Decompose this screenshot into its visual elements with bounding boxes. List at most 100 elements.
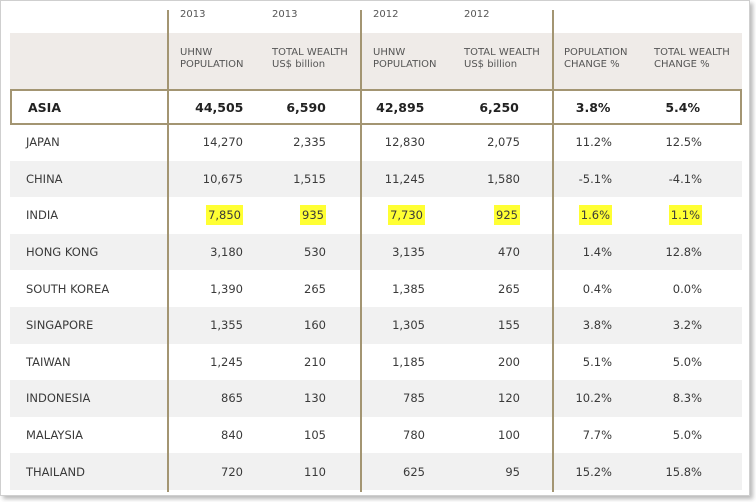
cell: 1,185: [392, 354, 425, 369]
cell: 1,355: [210, 318, 243, 333]
cell: 15.2%: [575, 464, 612, 479]
cell: 12,830: [384, 135, 425, 150]
table-row: HONG KONG 3,180 530 3,135 470 1.4% 12.8%: [10, 233, 742, 271]
country-label: TAIWAN: [26, 354, 71, 369]
cell: -5.1%: [578, 171, 612, 186]
cell: 11,245: [384, 171, 425, 186]
cell: 865: [221, 391, 243, 406]
table-row: INDIA 7,850 935 7,730 925 1.6% 1.1%: [10, 197, 742, 234]
cell: 5.1%: [582, 354, 612, 369]
header-band: [10, 33, 742, 89]
cell: 2,335: [293, 135, 326, 150]
cell: 0.0%: [672, 281, 702, 296]
total-row-asia: ASIA 44,505 6,590 42,895 6,250 3.8% 5.4%: [10, 89, 742, 125]
column-divider: [552, 10, 554, 492]
table-row: SINGAPORE 1,355 160 1,305 155 3.8% 3.2%: [10, 307, 742, 344]
cell: 8.3%: [672, 391, 702, 406]
table-row: SOUTH KOREA 1,390 265 1,385 265 0.4% 0.0%: [10, 270, 742, 307]
cell: 530: [304, 245, 326, 260]
highlighted-cell: 935: [260, 205, 361, 226]
column-divider: [360, 10, 362, 492]
highlight-mark: 7,730: [388, 205, 425, 226]
cell: 1.4%: [582, 245, 612, 260]
table-row: INDONESIA 865 130 785 120 10.2% 8.3%: [10, 380, 742, 417]
highlight-mark: 925: [494, 205, 520, 226]
cell: 44,505: [195, 99, 244, 115]
cell: 155: [498, 318, 520, 333]
cell: 15.8%: [665, 464, 702, 479]
cell: 1,245: [210, 354, 243, 369]
highlighted-cell: 925: [453, 205, 553, 226]
highlight-mark: 935: [300, 205, 326, 226]
table-row: THAILAND 720 110 625 95 15.2% 15.8%: [10, 453, 742, 490]
cell: 100: [498, 428, 520, 443]
highlighted-cell: 1.6%: [553, 205, 643, 226]
table-row: JAPAN 14,270 2,335 12,830 2,075 11.2% 12.5%: [10, 124, 742, 161]
cell: 625: [403, 464, 425, 479]
cell: 0.4%: [582, 281, 612, 296]
highlight-mark: 1.6%: [578, 205, 612, 226]
column-divider: [167, 10, 169, 492]
highlight-mark: 1.1%: [668, 205, 702, 226]
year-label: 2013: [180, 9, 206, 20]
cell: 3,135: [392, 245, 425, 260]
cell: 3.2%: [672, 318, 702, 333]
country-label: JAPAN: [26, 135, 60, 150]
cell: 3.8%: [575, 99, 611, 115]
cell: 3.8%: [582, 318, 612, 333]
highlighted-cell: 1.1%: [643, 205, 742, 226]
cell: 840: [221, 428, 243, 443]
cell: 120: [498, 391, 520, 406]
column-header: TOTAL WEALTH CHANGE %: [654, 47, 730, 70]
cell: 10.2%: [575, 391, 612, 406]
cell: 5.4%: [665, 99, 701, 115]
cell: 42,895: [376, 99, 425, 115]
cell: 11.2%: [575, 135, 612, 150]
cell: 110: [304, 464, 326, 479]
cell: 1,580: [487, 171, 520, 186]
cell: 5.0%: [672, 354, 702, 369]
country-label: CHINA: [26, 171, 63, 186]
country-label: INDIA: [26, 208, 59, 223]
cell: 1,305: [392, 318, 425, 333]
column-header: POPULATION CHANGE %: [564, 47, 628, 70]
cell: 7.7%: [582, 428, 612, 443]
column-header: TOTAL WEALTH US$ billion: [464, 47, 540, 70]
cell: 14,270: [202, 135, 243, 150]
cell: 3,180: [210, 245, 243, 260]
cell: 6,250: [479, 99, 519, 115]
cell: 265: [304, 281, 326, 296]
cell: 160: [304, 318, 326, 333]
year-label: 2013: [272, 9, 298, 20]
cell: 780: [403, 428, 425, 443]
cell: 720: [221, 464, 243, 479]
column-header: UHNW POPULATION: [180, 47, 244, 70]
column-header: TOTAL WEALTH US$ billion: [272, 47, 348, 70]
cell: 1,385: [392, 281, 425, 296]
country-label: SINGAPORE: [26, 318, 94, 333]
highlighted-cell: 7,850: [168, 205, 260, 226]
country-label: THAILAND: [26, 464, 85, 479]
cell: 210: [304, 354, 326, 369]
cell: -4.1%: [668, 171, 702, 186]
highlighted-cell: 7,730: [361, 205, 453, 226]
cell: 2,075: [487, 135, 520, 150]
region-label: ASIA: [28, 99, 62, 115]
cell: 6,590: [286, 99, 326, 115]
cell: 1,515: [293, 171, 326, 186]
cell: 785: [403, 391, 425, 406]
country-label: INDONESIA: [26, 391, 91, 406]
table-row: CHINA 10,675 1,515 11,245 1,580 -5.1% -4.1%: [10, 160, 742, 198]
country-label: HONG KONG: [26, 245, 99, 260]
country-label: MALAYSIA: [26, 428, 84, 443]
column-header: UHNW POPULATION: [373, 47, 437, 70]
table-row: MALAYSIA 840 105 780 100 7.7% 5.0%: [10, 417, 742, 454]
highlight-mark: 7,850: [206, 205, 243, 226]
year-label: 2012: [464, 9, 490, 20]
cell: 10,675: [202, 171, 243, 186]
country-label: SOUTH KOREA: [26, 281, 110, 296]
cell: 105: [304, 428, 326, 443]
cell: 5.0%: [672, 428, 702, 443]
cell: 200: [498, 354, 520, 369]
year-label: 2012: [373, 9, 399, 20]
